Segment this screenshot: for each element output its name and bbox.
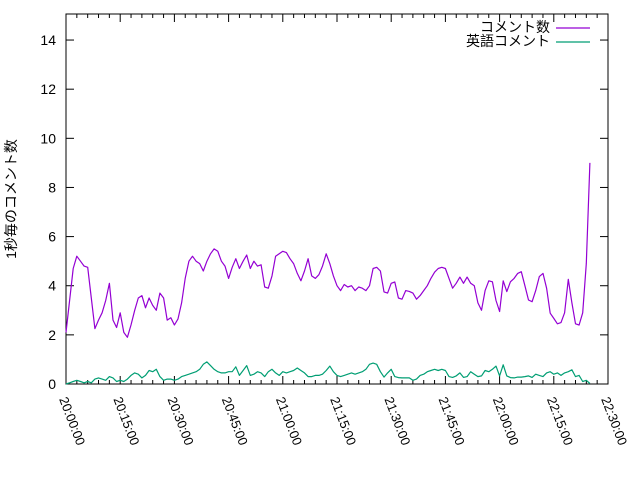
- plot-border: [65, 13, 609, 385]
- y-tick-label: 8: [48, 179, 56, 195]
- series-line-0: [65, 162, 591, 338]
- y-tick-label: 14: [40, 32, 56, 48]
- x-tick-label: 21:00:00: [273, 395, 305, 448]
- y-tick-label: 12: [40, 81, 56, 97]
- legend: コメント数 英語コメント: [466, 19, 590, 49]
- x-tick-label: 21:15:00: [327, 395, 359, 448]
- x-tick-label: 21:30:00: [381, 395, 413, 448]
- x-tick-label: 20:00:00: [56, 395, 88, 448]
- legend-label-english-comments: 英語コメント: [466, 33, 550, 49]
- y-tick-label: 10: [40, 130, 56, 146]
- x-tick-label: 22:30:00: [598, 395, 630, 448]
- y-axis-ticks: 0 2 4 6 8 10 12 14: [40, 32, 608, 392]
- y-axis-title: 1秒毎のコメント数: [3, 139, 19, 259]
- y-tick-label: 2: [48, 327, 56, 343]
- x-tick-label: 20:30:00: [165, 395, 197, 448]
- series-line-1: [65, 361, 591, 385]
- x-axis-ticks: 20:00:00 20:15:00 20:30:00 20:45:00 21:00:00…: [56, 14, 630, 447]
- x-tick-label: 22:15:00: [544, 395, 576, 448]
- x-tick-label: 20:15:00: [110, 395, 142, 448]
- legend-label-comments: コメント数: [480, 19, 550, 35]
- series-lines: [65, 162, 591, 385]
- x-tick-label: 20:45:00: [219, 395, 251, 448]
- y-tick-label: 6: [48, 229, 56, 245]
- y-tick-label: 0: [48, 376, 56, 392]
- y-tick-label: 4: [48, 278, 56, 294]
- x-tick-label: 22:00:00: [490, 395, 522, 448]
- x-tick-label: 21:45:00: [436, 395, 468, 448]
